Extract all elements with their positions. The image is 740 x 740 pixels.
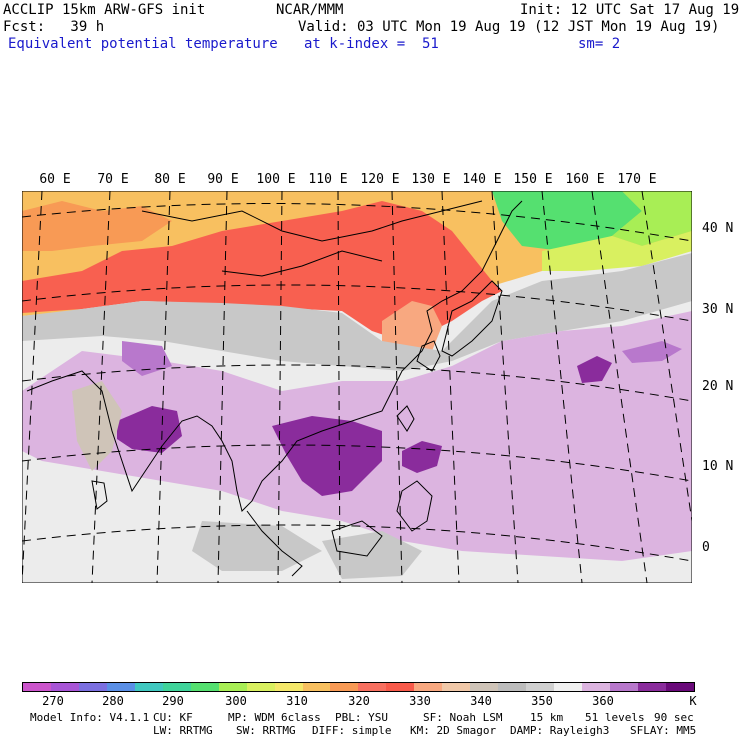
colorbar-swatch xyxy=(218,683,247,691)
valid-time: Valid: 03 UTC Mon 19 Aug 19 (12 JST Mon … xyxy=(298,19,720,35)
footer-resolution: 15 km xyxy=(530,711,564,724)
footer-sflay: SFLAY: MM5 xyxy=(630,724,697,737)
colorbar-unit: K xyxy=(689,694,697,708)
colorbar xyxy=(22,682,695,692)
colorbar-swatch xyxy=(190,683,219,691)
colorbar-swatch xyxy=(610,683,638,691)
colorbar-tick-300: 300 xyxy=(225,694,247,708)
lat-label-30n: 30 N xyxy=(702,302,734,317)
org-label: NCAR/MMM xyxy=(276,2,344,18)
lat-label-0: 0 xyxy=(702,540,710,555)
lon-label-160e: 160 E xyxy=(565,172,605,187)
colorbar-swatch xyxy=(414,683,443,691)
footer-sw: SW: RRTMG xyxy=(236,724,296,737)
colorbar-tick-270: 270 xyxy=(42,694,64,708)
footer-sf: SF: Noah LSM xyxy=(423,711,503,724)
lat-label-20n: 20 N xyxy=(702,379,734,394)
footer-model-info: Model Info: V4.1.1 xyxy=(30,711,150,724)
purple-blob-indochina xyxy=(272,416,382,496)
purple-blob-pacific xyxy=(577,356,612,383)
footer-damp: DAMP: Rayleigh3 xyxy=(510,724,610,737)
colorbar-swatch xyxy=(78,683,107,691)
colorbar-tick-330: 330 xyxy=(409,694,431,708)
lon-label-60e: 60 E xyxy=(39,172,71,187)
colorbar-tick-320: 320 xyxy=(348,694,370,708)
purple-blob-india-north xyxy=(122,341,172,376)
lon-label-90e: 90 E xyxy=(207,172,239,187)
lon-label-110e: 110 E xyxy=(308,172,348,187)
graticule xyxy=(22,191,692,583)
lon-label-140e: 140 E xyxy=(462,172,502,187)
lon-label-150e: 150 E xyxy=(513,172,553,187)
colorbar-swatch xyxy=(23,683,51,691)
grey-patch-borneo xyxy=(322,531,422,579)
colorbar-swatch xyxy=(50,683,79,691)
colorbar-swatch xyxy=(442,683,471,691)
footer-cu: CU: KF xyxy=(153,711,193,724)
coastlines xyxy=(26,200,523,577)
lon-label-80e: 80 E xyxy=(154,172,186,187)
colorbar-tick-310: 310 xyxy=(286,694,308,708)
cool-band-lime xyxy=(612,191,692,246)
grey-band-mid xyxy=(22,253,692,371)
lon-label-100e: 100 E xyxy=(256,172,296,187)
colorbar-swatch xyxy=(386,683,415,691)
footer-km: KM: 2D Smagor xyxy=(410,724,497,737)
purple-blob-philippines xyxy=(402,441,442,473)
colorbar-tick-290: 290 xyxy=(162,694,184,708)
colorbar-tick-280: 280 xyxy=(102,694,124,708)
forecast-hour: Fcst: 39 h xyxy=(3,19,105,35)
footer-mp: MP: WDM 6class xyxy=(228,711,321,724)
theta-e-map xyxy=(22,191,692,583)
lon-label-120e: 120 E xyxy=(360,172,400,187)
footer-lw: LW: RRTMG xyxy=(153,724,213,737)
field-name: Equivalent potential temperature xyxy=(8,36,278,52)
colorbar-swatch xyxy=(274,683,303,691)
grey-patch-south xyxy=(192,521,322,571)
footer-diff: DIFF: simple xyxy=(312,724,392,737)
level-index: at k-index = 51 xyxy=(304,36,439,52)
colorbar-swatch xyxy=(330,683,359,691)
colorbar-swatch xyxy=(358,683,387,691)
init-time: Init: 12 UTC Sat 17 Aug 19 xyxy=(520,2,740,18)
lon-label-170e: 170 E xyxy=(617,172,657,187)
colorbar-swatch xyxy=(470,683,499,691)
colorbar-swatch xyxy=(582,683,611,691)
colorbar-swatch xyxy=(526,683,555,691)
colorbar-swatch xyxy=(246,683,275,691)
cool-band-green xyxy=(492,191,642,251)
lon-label-130e: 130 E xyxy=(411,172,451,187)
colorbar-swatch xyxy=(554,683,583,691)
footer-pbl: PBL: YSU xyxy=(335,711,388,724)
model-title: ACCLIP 15km ARW-GFS init xyxy=(3,2,206,18)
footer-timestep: 90 sec xyxy=(654,711,694,724)
colorbar-swatch xyxy=(302,683,331,691)
lat-label-10n: 10 N xyxy=(702,459,734,474)
warm-band-red xyxy=(22,201,502,341)
cool-band-yellow xyxy=(542,231,692,271)
colorbar-tick-360: 360 xyxy=(592,694,614,708)
grey-patch-india xyxy=(72,381,122,471)
colorbar-swatch xyxy=(162,683,191,691)
colorbar-swatch xyxy=(498,683,527,691)
footer-levels: 51 levels xyxy=(585,711,645,724)
colorbar-swatch xyxy=(134,683,163,691)
colorbar-tick-350: 350 xyxy=(531,694,553,708)
colorbar-swatch xyxy=(665,683,694,691)
lon-label-70e: 70 E xyxy=(97,172,129,187)
colorbar-swatch xyxy=(106,683,135,691)
lat-label-40n: 40 N xyxy=(702,221,734,236)
colorbar-tick-340: 340 xyxy=(470,694,492,708)
colorbar-swatch xyxy=(637,683,666,691)
smoothing-label: sm= 2 xyxy=(578,36,621,52)
